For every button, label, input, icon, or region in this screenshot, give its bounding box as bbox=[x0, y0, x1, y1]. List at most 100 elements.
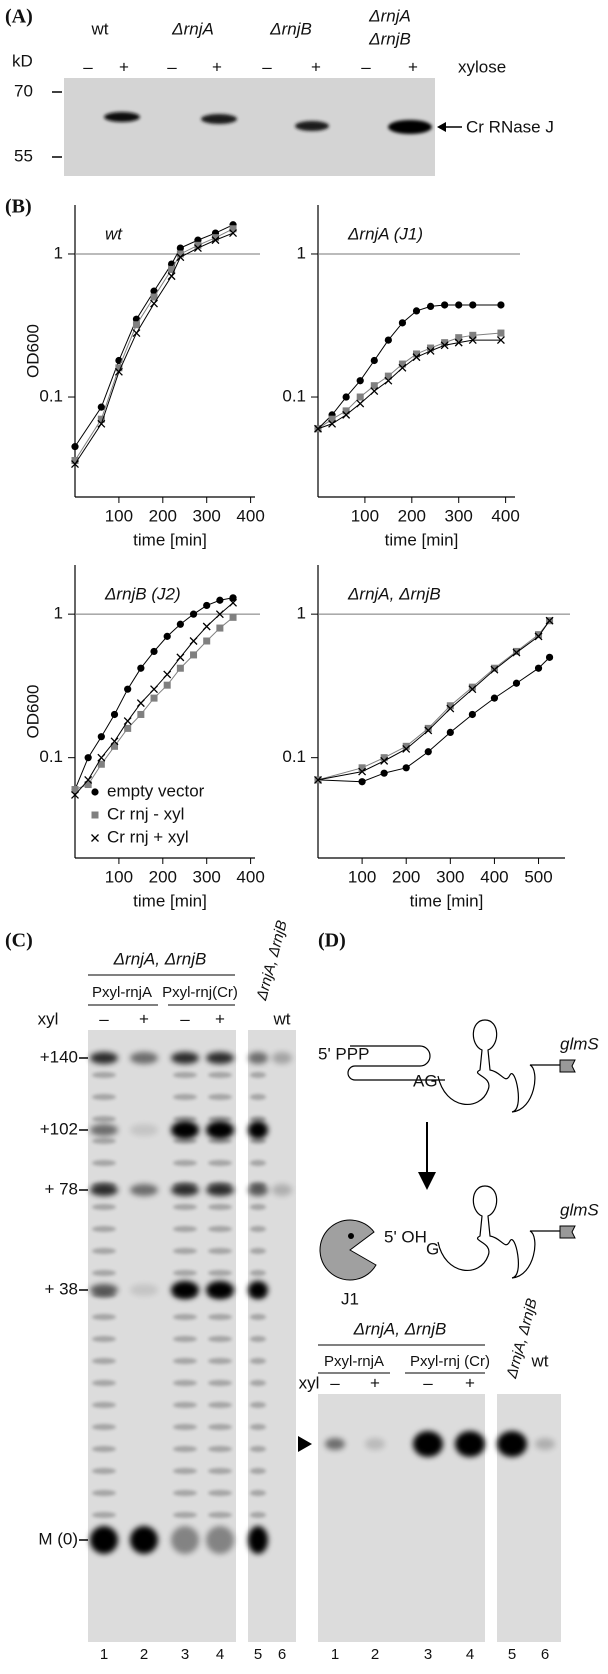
x-tick-label: 400 bbox=[236, 867, 264, 886]
point bbox=[163, 681, 171, 689]
point bbox=[190, 651, 198, 659]
size-label: M (0) bbox=[38, 1529, 78, 1548]
legend-label: empty vector bbox=[107, 781, 205, 800]
point bbox=[370, 356, 378, 365]
blot bbox=[64, 78, 435, 176]
point bbox=[545, 616, 554, 625]
point bbox=[358, 778, 366, 786]
band bbox=[208, 1116, 232, 1122]
minus: – bbox=[167, 57, 177, 76]
point bbox=[97, 415, 105, 423]
point bbox=[229, 225, 237, 233]
band bbox=[173, 1204, 197, 1210]
band bbox=[92, 1402, 116, 1408]
point bbox=[132, 329, 141, 338]
band bbox=[173, 1380, 197, 1386]
diagram-label: G bbox=[426, 1239, 439, 1258]
point bbox=[512, 647, 520, 655]
band bbox=[208, 1512, 232, 1518]
series-line bbox=[317, 656, 550, 783]
point bbox=[176, 250, 184, 258]
band bbox=[90, 1124, 118, 1136]
band bbox=[208, 1072, 232, 1078]
band bbox=[173, 1424, 197, 1430]
band bbox=[208, 1182, 232, 1188]
x-tick-label: 300 bbox=[436, 867, 464, 886]
rna-structure bbox=[437, 1019, 562, 1113]
gel-bands: +140 +102 + 78 + 38 M (0) 1 2 3 4 5 6 bbox=[38, 1047, 292, 1663]
point bbox=[71, 790, 79, 799]
point bbox=[123, 717, 132, 725]
point bbox=[97, 403, 105, 411]
band bbox=[250, 1402, 266, 1408]
y-tick-label: 1 bbox=[297, 604, 306, 623]
lane-number: 3 bbox=[181, 1646, 189, 1663]
point bbox=[163, 670, 172, 679]
band bbox=[325, 1438, 345, 1450]
point bbox=[545, 653, 554, 661]
plus: + bbox=[370, 1373, 380, 1392]
band bbox=[250, 1336, 266, 1342]
panel-label: (C) bbox=[5, 930, 33, 952]
x-tick-label: 200 bbox=[392, 867, 420, 886]
x-tick-label: 300 bbox=[193, 506, 221, 525]
diagram-label: 5' OH bbox=[384, 1227, 427, 1246]
point bbox=[115, 364, 123, 372]
lane-number: 2 bbox=[140, 1646, 148, 1663]
point bbox=[215, 610, 224, 619]
point bbox=[402, 742, 410, 750]
point bbox=[446, 728, 454, 737]
y-tick-label: 0.1 bbox=[282, 747, 306, 766]
minus: – bbox=[262, 57, 272, 76]
point bbox=[455, 301, 463, 309]
point bbox=[427, 344, 435, 352]
point bbox=[193, 244, 202, 253]
band bbox=[250, 1292, 266, 1298]
band bbox=[365, 1438, 385, 1450]
point bbox=[84, 775, 93, 784]
band bbox=[92, 1138, 116, 1144]
point bbox=[328, 415, 336, 423]
band bbox=[173, 1182, 197, 1188]
x-axis-label: time [min] bbox=[410, 891, 484, 910]
plus: + bbox=[408, 57, 418, 76]
point bbox=[402, 764, 410, 772]
band bbox=[92, 1116, 116, 1122]
arrowhead bbox=[418, 1172, 436, 1190]
band bbox=[92, 1204, 116, 1210]
band bbox=[208, 1160, 232, 1166]
point bbox=[229, 613, 237, 621]
diagram-label: glmS bbox=[560, 1200, 599, 1219]
point bbox=[384, 336, 392, 344]
arrowhead bbox=[437, 122, 446, 132]
band bbox=[248, 1052, 268, 1064]
xylose-label: xylose bbox=[458, 57, 506, 76]
diagram-label: J1 bbox=[341, 1289, 359, 1308]
point bbox=[114, 367, 123, 376]
band bbox=[130, 1184, 158, 1196]
point bbox=[91, 788, 99, 796]
lane-number: 3 bbox=[424, 1646, 432, 1663]
size-label: + 38 bbox=[44, 1279, 78, 1298]
band bbox=[250, 1204, 266, 1210]
band bbox=[208, 1292, 232, 1298]
point bbox=[194, 241, 202, 249]
point bbox=[469, 331, 477, 339]
band bbox=[92, 1314, 116, 1320]
point bbox=[124, 685, 132, 693]
band bbox=[173, 1292, 197, 1298]
band bbox=[250, 1512, 266, 1518]
lane-number: 4 bbox=[466, 1646, 474, 1663]
point bbox=[229, 229, 238, 238]
band bbox=[92, 1424, 116, 1430]
band bbox=[92, 1446, 116, 1452]
point bbox=[189, 610, 198, 618]
panel-a: (A) wt ΔrnjA ΔrnjB ΔrnjA ΔrnjB kD – + – … bbox=[5, 6, 554, 176]
series-line bbox=[74, 224, 234, 447]
gel-bands: 1 2 3 4 5 6 bbox=[325, 1431, 555, 1663]
lane-number: 5 bbox=[254, 1646, 262, 1663]
y-tick-label: 1 bbox=[297, 243, 306, 262]
band bbox=[248, 1526, 268, 1554]
point bbox=[398, 360, 406, 368]
